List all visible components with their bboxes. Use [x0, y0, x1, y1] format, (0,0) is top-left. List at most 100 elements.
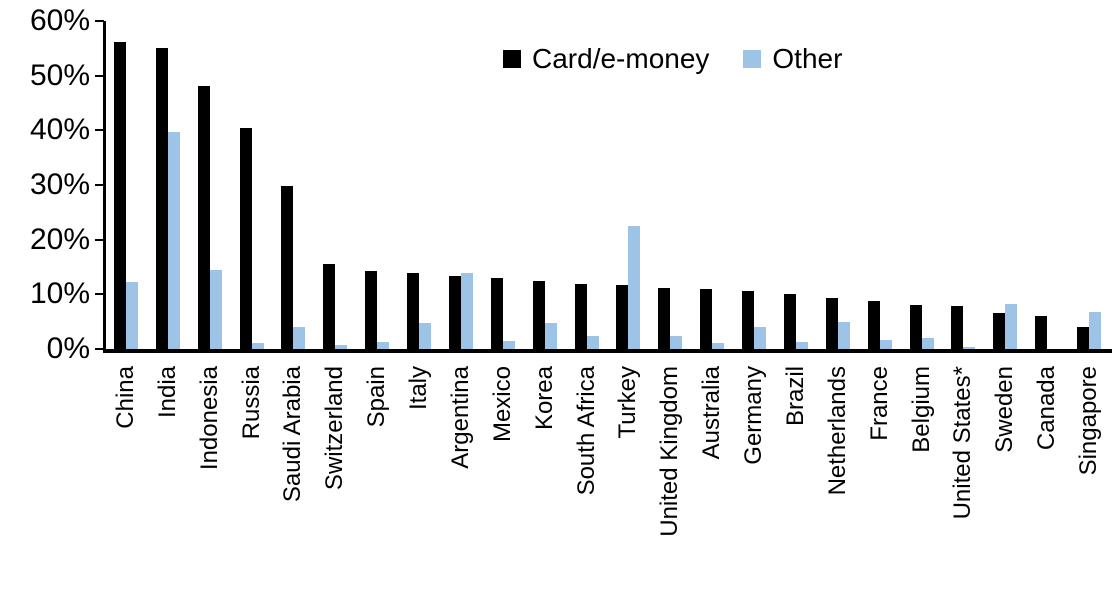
legend-item-card-e-money: Card/e-money — [503, 45, 709, 73]
legend-item-other: Other — [743, 45, 842, 73]
x-label: Mexico — [488, 366, 516, 443]
x-label: Argentina — [446, 366, 474, 469]
bar-card-e-money — [1035, 316, 1048, 349]
bar-group-china — [105, 21, 147, 349]
x-label: United States* — [949, 366, 977, 520]
bar-card-e-money — [155, 48, 168, 349]
bar-other — [921, 338, 934, 349]
x-label-slot: Italy — [398, 366, 440, 586]
bar-other — [795, 341, 808, 349]
bar-card-e-money — [197, 86, 210, 349]
bar-other — [837, 322, 850, 349]
bar-other — [628, 226, 641, 349]
legend: Card/e-money Other — [503, 45, 842, 73]
y-tick-label: 20% — [29, 222, 90, 256]
legend-swatch-icon — [503, 50, 521, 68]
x-axis-line — [103, 349, 1112, 353]
bar-card-e-money — [532, 281, 545, 349]
bar-group-united-kingdom — [649, 21, 691, 349]
bar-other — [1089, 312, 1102, 349]
x-label: Italy — [405, 366, 433, 411]
bar-other — [586, 335, 599, 349]
x-label-slot: United Kingdom — [649, 366, 691, 586]
x-label: Saudi Arabia — [279, 366, 307, 503]
y-tick-label: 60% — [29, 4, 90, 37]
bar-group-brazil — [775, 21, 817, 349]
bar-group-mexico — [482, 21, 524, 349]
bar-group-belgium — [901, 21, 943, 349]
bar-other — [125, 281, 138, 349]
bar-card-e-money — [281, 185, 294, 349]
bar-card-e-money — [658, 287, 671, 349]
x-label: China — [111, 366, 139, 429]
bar-other — [209, 269, 222, 349]
y-tick-mark — [95, 20, 104, 22]
bar-card-e-money — [448, 275, 461, 349]
x-label-slot: France — [859, 366, 901, 586]
x-label: France — [865, 366, 893, 441]
bar-other — [544, 323, 557, 349]
y-tick-mark — [95, 293, 104, 296]
y-tick-label: 50% — [29, 58, 90, 92]
bar-card-e-money — [700, 288, 713, 349]
bar-group-united-states- — [943, 21, 985, 349]
bar-card-e-money — [867, 301, 880, 349]
x-label-slot: Belgium — [901, 366, 943, 586]
bar-card-e-money — [365, 271, 378, 349]
x-label-slot: Brazil — [775, 366, 817, 586]
x-label-slot: Singapore — [1068, 366, 1110, 586]
x-label: Indonesia — [195, 366, 223, 471]
bar-card-e-money — [490, 277, 503, 349]
bar-card-e-money — [407, 272, 420, 349]
x-label: Russia — [237, 366, 265, 440]
bar-group-germany — [733, 21, 775, 349]
y-tick-mark — [95, 348, 104, 350]
x-axis-labels: China India Indonesia Russia Saudi Arabia Swi… — [105, 366, 1110, 586]
bar-card-e-money — [113, 41, 126, 349]
x-label: Spain — [363, 366, 391, 428]
plot-area — [105, 21, 1110, 349]
bar-card-e-money — [742, 290, 755, 349]
x-label-slot: United States* — [943, 366, 985, 586]
bar-card-e-money — [951, 305, 964, 349]
bar-group-australia — [691, 21, 733, 349]
bar-other — [335, 344, 348, 349]
bar-group-sweden — [984, 21, 1026, 349]
x-label-slot: Argentina — [440, 366, 482, 586]
x-label: United Kingdom — [656, 366, 684, 537]
bar-other — [419, 322, 432, 349]
bar-group-india — [147, 21, 189, 349]
x-label: Korea — [530, 366, 558, 431]
bar-other — [712, 343, 725, 349]
y-tick-mark — [95, 184, 104, 186]
x-label: Netherlands — [823, 366, 851, 496]
bar-other — [502, 341, 515, 349]
bar-other — [670, 335, 683, 349]
x-label: Singapore — [1075, 366, 1103, 476]
bar-group-france — [859, 21, 901, 349]
x-label: South Africa — [572, 366, 600, 496]
bar-other — [460, 273, 473, 349]
x-label: Brazil — [781, 366, 809, 427]
bar-group-turkey — [608, 21, 650, 349]
x-label-slot: Germany — [733, 366, 775, 586]
bar-card-e-money — [239, 127, 252, 349]
bar-card-e-money — [783, 293, 796, 349]
x-label: Germany — [740, 366, 768, 465]
bar-group-russia — [231, 21, 273, 349]
y-tick-mark — [95, 129, 104, 132]
x-label: Australia — [698, 366, 726, 460]
x-label: Switzerland — [321, 366, 349, 491]
legend-swatch-icon — [743, 50, 762, 68]
bar-other — [293, 327, 306, 349]
bar-card-e-money — [909, 304, 922, 349]
bar-other — [963, 346, 976, 349]
x-label: Belgium — [907, 366, 935, 453]
x-label-slot: Indonesia — [189, 366, 231, 586]
bar-card-e-money — [323, 263, 336, 349]
bar-other — [1005, 304, 1018, 349]
x-label-slot: India — [147, 366, 189, 586]
y-tick-label: 0% — [46, 332, 90, 365]
y-tick-mark — [95, 74, 104, 77]
